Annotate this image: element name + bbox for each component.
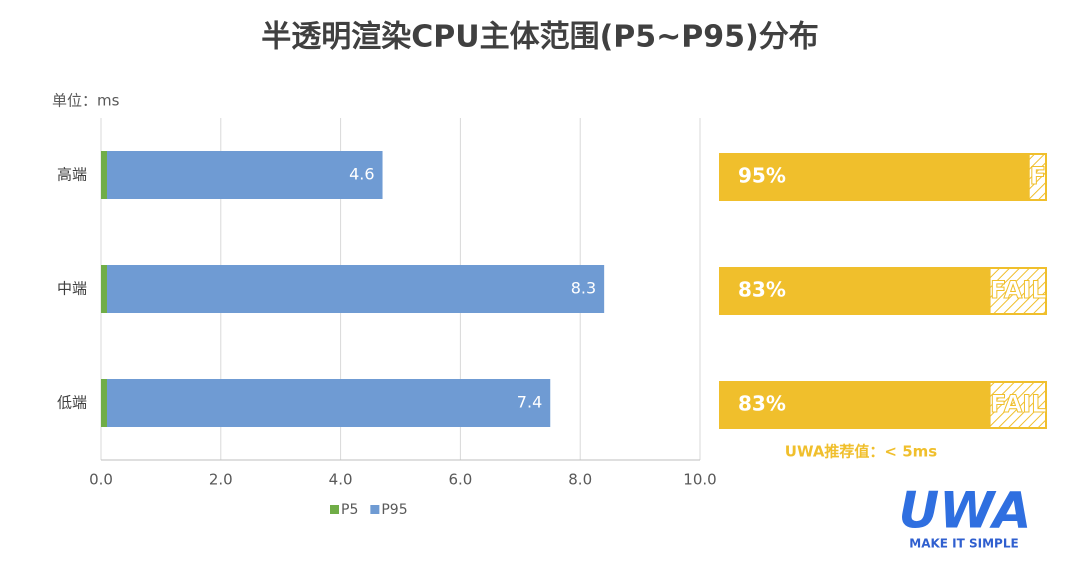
x-tick-label: 10.0 xyxy=(683,471,716,489)
pass-bar xyxy=(720,382,991,428)
value-label: 7.4 xyxy=(517,393,542,412)
x-tick-label: 4.0 xyxy=(329,471,353,489)
x-tick-label: 8.0 xyxy=(568,471,592,489)
note: UWA推荐值：< 5ms xyxy=(785,443,938,461)
pass-bar xyxy=(720,268,991,314)
bar xyxy=(101,151,107,199)
y-tick-label: 低端 xyxy=(57,394,87,412)
unit-label: 单位：ms xyxy=(52,92,120,110)
fail-label: FAIL xyxy=(990,390,1046,418)
logo-slogan: MAKE IT SIMPLE xyxy=(909,537,1018,551)
x-tick-label: 0.0 xyxy=(89,471,113,489)
logo: UWA xyxy=(899,482,1032,540)
legend-label: P5 xyxy=(341,502,358,518)
fail-label: F xyxy=(1030,162,1046,190)
value-label: 4.6 xyxy=(349,165,374,184)
pass-label: 83% xyxy=(738,278,786,302)
fail-label: FAIL xyxy=(990,276,1046,304)
bar xyxy=(106,265,605,313)
bar xyxy=(101,265,107,313)
bar xyxy=(106,379,551,427)
pass-bar xyxy=(720,154,1030,200)
pass-label: 95% xyxy=(738,164,786,188)
y-tick-label: 高端 xyxy=(57,166,87,184)
value-label: 8.3 xyxy=(571,279,596,298)
chart-title: 半透明渲染CPU主体范围(P5~P95)分布 xyxy=(261,20,819,55)
bar xyxy=(101,379,107,427)
legend-swatch xyxy=(370,505,380,514)
bar xyxy=(106,151,383,199)
x-tick-label: 2.0 xyxy=(209,471,233,489)
legend-swatch xyxy=(330,505,339,514)
x-tick-label: 6.0 xyxy=(448,471,472,489)
y-tick-label: 中端 xyxy=(57,280,87,298)
pass-label: 83% xyxy=(738,392,786,416)
legend-label: P95 xyxy=(381,502,407,518)
